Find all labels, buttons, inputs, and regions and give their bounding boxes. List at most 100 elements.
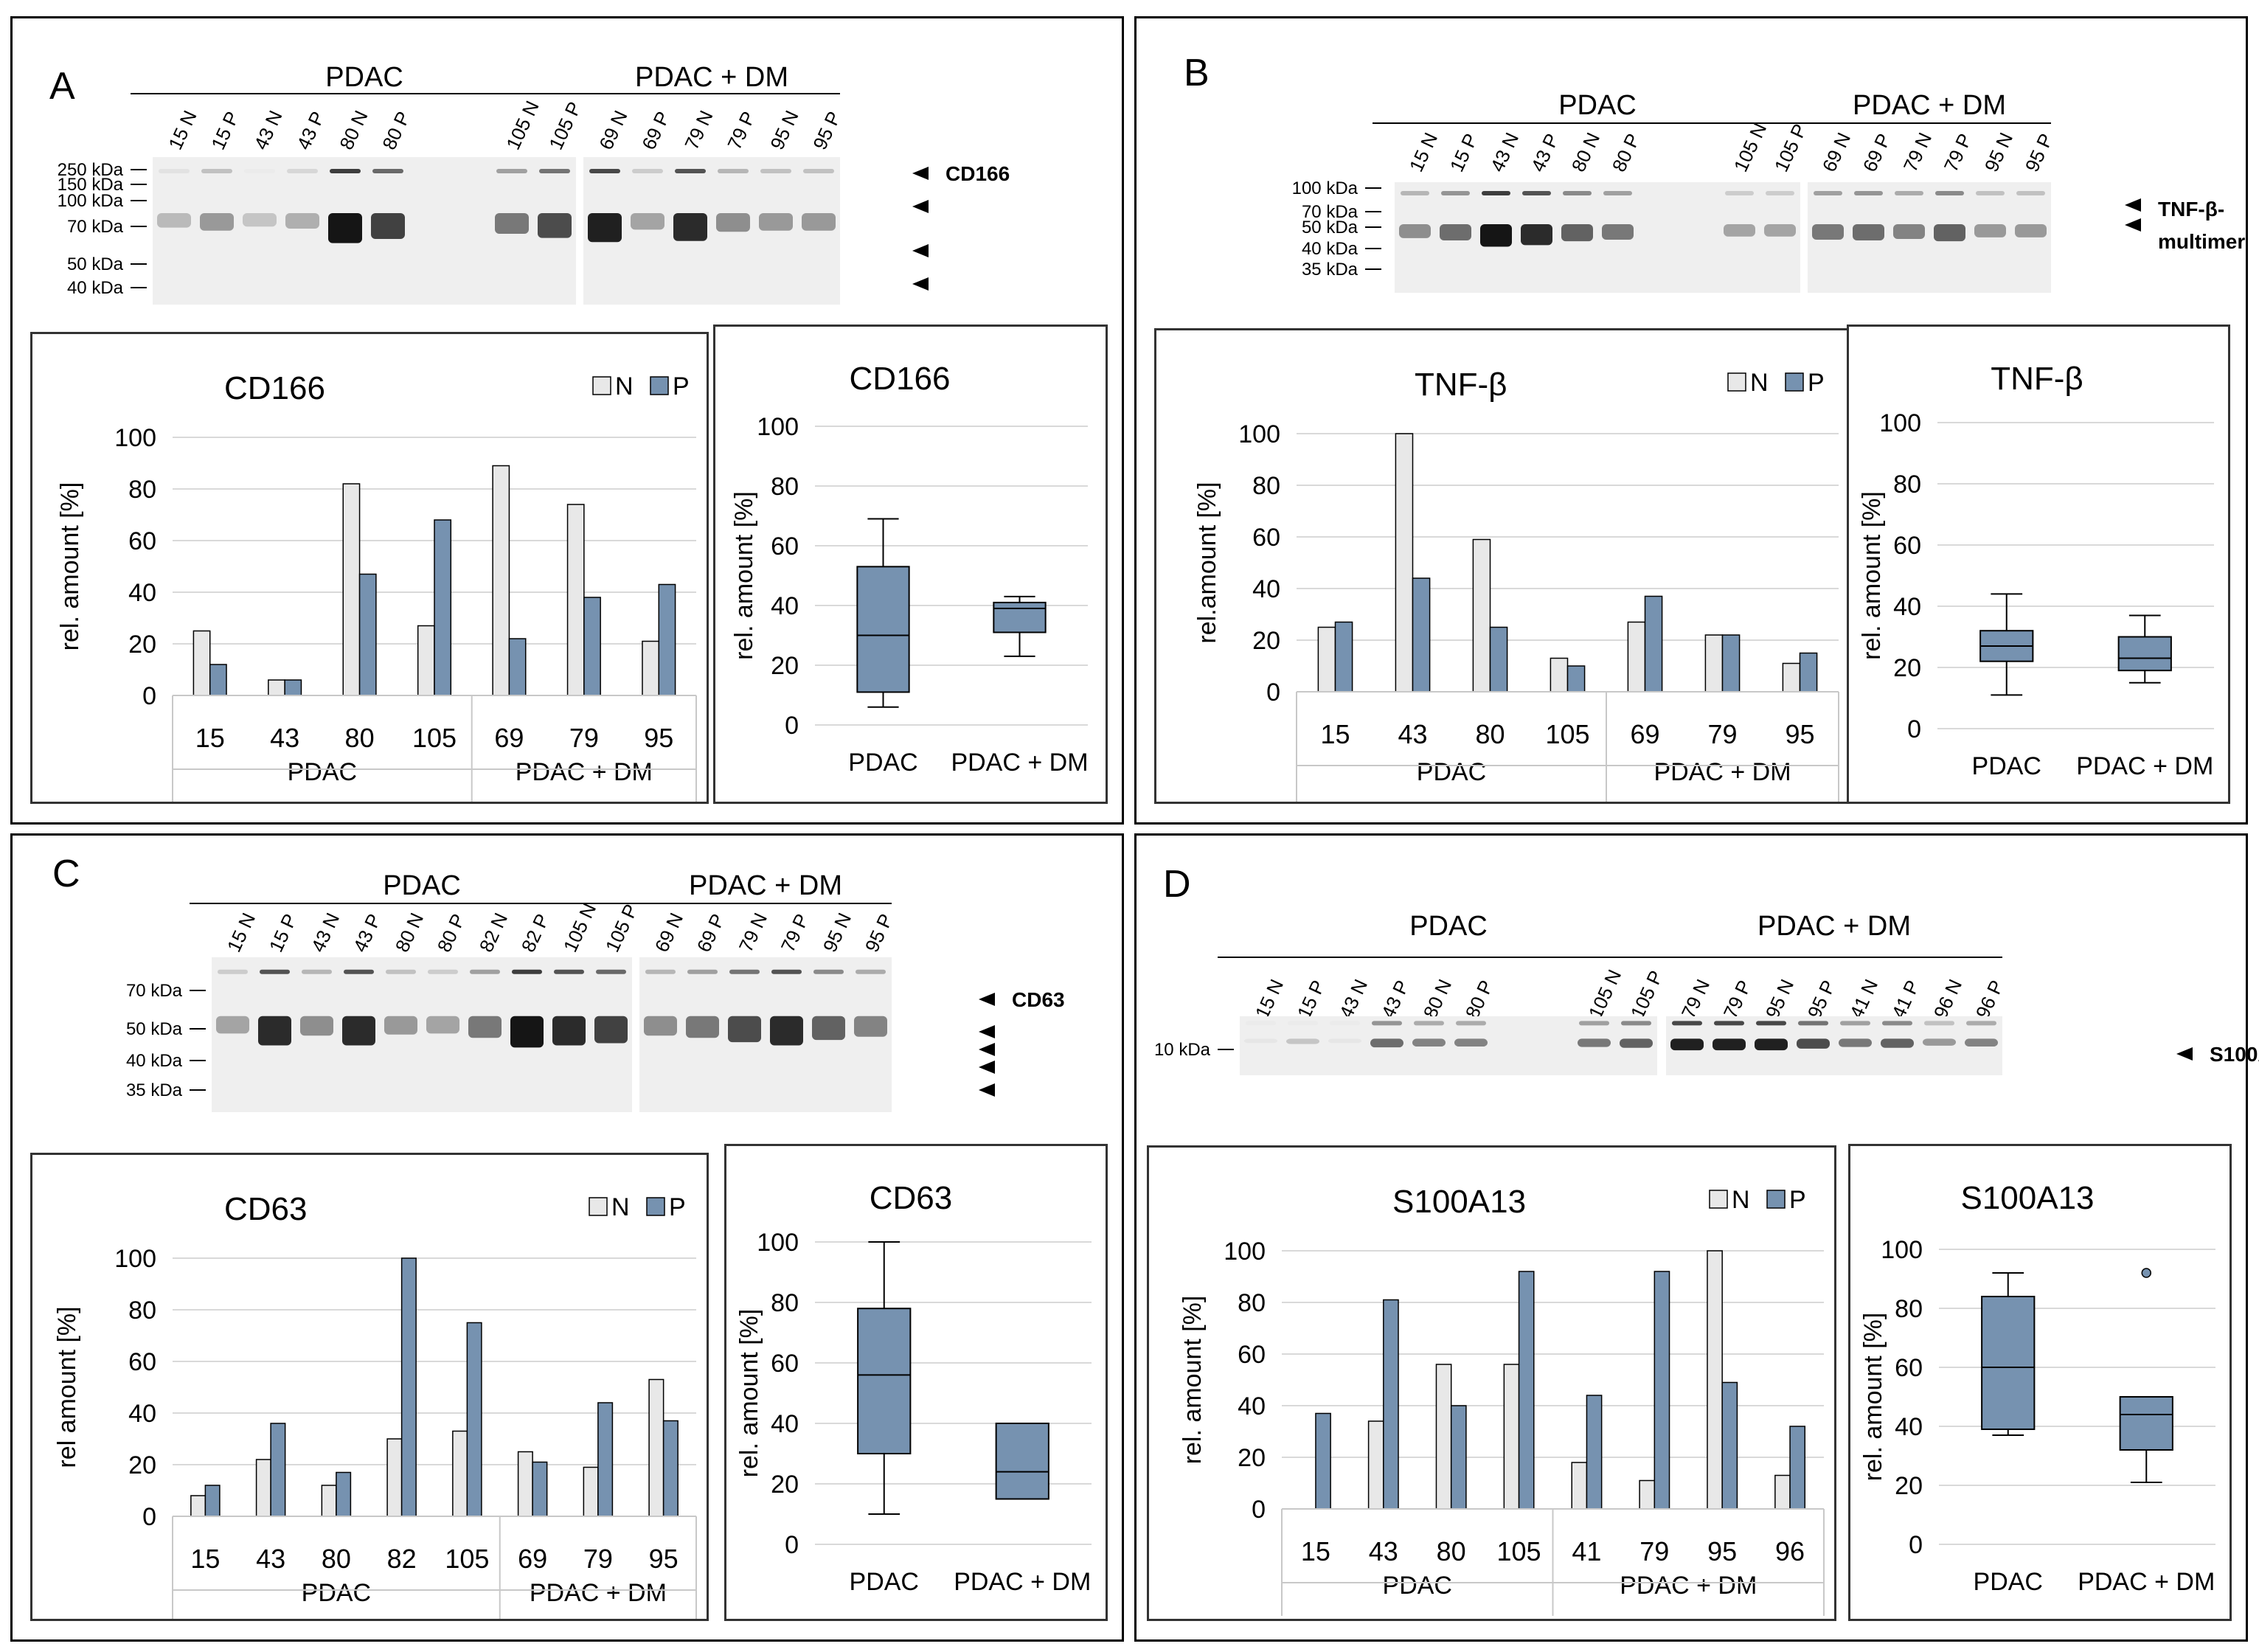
protein-band	[1480, 224, 1512, 247]
x-tick-label: 80	[1437, 1536, 1466, 1566]
protein-band	[428, 969, 458, 974]
box	[993, 601, 1047, 634]
panel-b: B 15 N 15 P 43 N 43 P 80 N 80 P 105 N 105 P 69 N…	[1134, 16, 2248, 825]
protein-band	[1923, 1038, 1956, 1046]
lane-label: 80 N	[391, 909, 428, 955]
legend-swatch-p	[1785, 372, 1804, 392]
lane-label: 82 N	[475, 909, 512, 955]
lane-label: 15 N	[164, 107, 201, 153]
x-tick-label: PDAC	[1972, 752, 2041, 780]
y-tick-label: 60	[1895, 1354, 1923, 1382]
group-label: PDAC + DM	[516, 758, 653, 786]
y-tick-label: 0	[1266, 678, 1280, 707]
protein-band	[644, 1016, 677, 1036]
protein-band	[260, 969, 290, 974]
protein-band	[328, 213, 362, 243]
protein-band	[803, 169, 834, 173]
y-tick-label: 0	[1252, 1496, 1266, 1524]
legend-label: N	[615, 372, 634, 400]
bar-p	[1721, 634, 1741, 693]
protein-band	[2015, 224, 2047, 237]
protein-band	[588, 213, 622, 243]
protein-band	[802, 213, 836, 231]
lane-label: 105 P	[544, 98, 586, 153]
x-tick-label: PDAC + DM	[954, 1568, 1091, 1596]
protein-band	[1672, 1021, 1702, 1026]
x-tick-label: 43	[256, 1544, 285, 1574]
group-label: PDAC	[383, 870, 461, 901]
x-tick-label: 105	[445, 1544, 489, 1574]
bar-n	[1782, 662, 1801, 693]
lane-label: 80 P	[378, 108, 414, 153]
lane-label: 79 P	[1940, 130, 1977, 175]
lane-label: 15 P	[1446, 130, 1482, 175]
lane-label: 41 N	[1845, 976, 1882, 1021]
lane-label: 82 P	[517, 910, 554, 955]
protein-band	[1670, 1038, 1704, 1051]
gel-membrane	[583, 157, 840, 305]
western-blot: 15 N 15 P 43 N 43 P 80 N 80 P 105 N 105 P 79 N 79…	[1137, 836, 2259, 1131]
protein-band	[1798, 1021, 1828, 1026]
marker-label: 100 kDa	[58, 191, 124, 211]
box-plot-box: 0 20 40 60 80 100 CD166 rel. amount [%] PDAC PDAC…	[713, 324, 1108, 804]
group-label: PDAC	[288, 758, 357, 786]
protein-band	[631, 213, 664, 230]
protein-band	[287, 169, 318, 173]
y-tick-label: 80	[1895, 1295, 1923, 1323]
marker-label: 50 kDa	[1302, 218, 1358, 237]
band-arrow-icon	[979, 1083, 995, 1097]
legend-label: N	[1732, 1186, 1750, 1214]
protein-band	[1578, 1038, 1611, 1047]
x-tick-label: 105	[1545, 719, 1589, 749]
protein-band	[1372, 1021, 1402, 1026]
x-tick-label: PDAC	[848, 749, 917, 777]
y-tick-label: 60	[128, 1348, 156, 1376]
chart-title: CD63	[224, 1191, 308, 1227]
x-tick-label: 79	[1639, 1536, 1669, 1566]
bar-p	[336, 1471, 352, 1517]
group-label: PDAC	[325, 62, 403, 93]
marker-label: 150 kDa	[58, 175, 124, 195]
marker-label: 70 kDa	[1302, 202, 1358, 222]
x-tick-label: 95	[1707, 1536, 1737, 1566]
y-tick-label: 60	[771, 1350, 799, 1378]
x-tick-label: 43	[1369, 1536, 1398, 1566]
panel-letter: A	[49, 65, 75, 108]
protein-band	[856, 969, 886, 974]
outlier-point	[2141, 1268, 2151, 1278]
bar-p	[434, 519, 452, 696]
lane-label: 105 N	[1729, 119, 1772, 176]
x-tick-label: 96	[1775, 1536, 1805, 1566]
protein-band	[384, 1016, 417, 1035]
protein-band	[512, 969, 542, 974]
protein-label: S100A13	[2210, 1043, 2259, 1066]
box-plot-box: 0 20 40 60 80 100 CD63 rel. amount [%] PDAC PDAC …	[724, 1144, 1108, 1621]
protein-band	[2016, 191, 2045, 195]
lane-label: 80 P	[1608, 130, 1645, 175]
gel-membrane	[1808, 182, 2051, 293]
protein-band	[1521, 224, 1552, 246]
bar-n	[192, 630, 211, 696]
protein-band	[1895, 191, 1923, 195]
protein-band	[1440, 224, 1471, 241]
marker-label: 35 kDa	[126, 1080, 183, 1100]
protein-band	[673, 213, 707, 241]
y-tick-label: 0	[1909, 1531, 1923, 1559]
band-arrow-icon	[2125, 198, 2141, 212]
lane-label: 15 P	[1293, 976, 1330, 1021]
box	[995, 1423, 1049, 1500]
y-tick-label: 20	[1238, 1444, 1266, 1472]
group-label: PDAC + DM	[635, 62, 788, 93]
group-label: PDAC + DM	[1654, 758, 1791, 786]
gel-membrane	[639, 957, 892, 1112]
y-tick-label: 0	[1907, 715, 1921, 743]
protein-band	[552, 1016, 586, 1046]
lane-label: 80 N	[335, 107, 372, 153]
chart-title: S100A13	[1392, 1184, 1526, 1220]
band-arrow-icon	[912, 200, 929, 213]
protein-band	[200, 213, 234, 231]
bar-p	[1489, 626, 1508, 693]
protein-band	[1330, 1021, 1360, 1026]
